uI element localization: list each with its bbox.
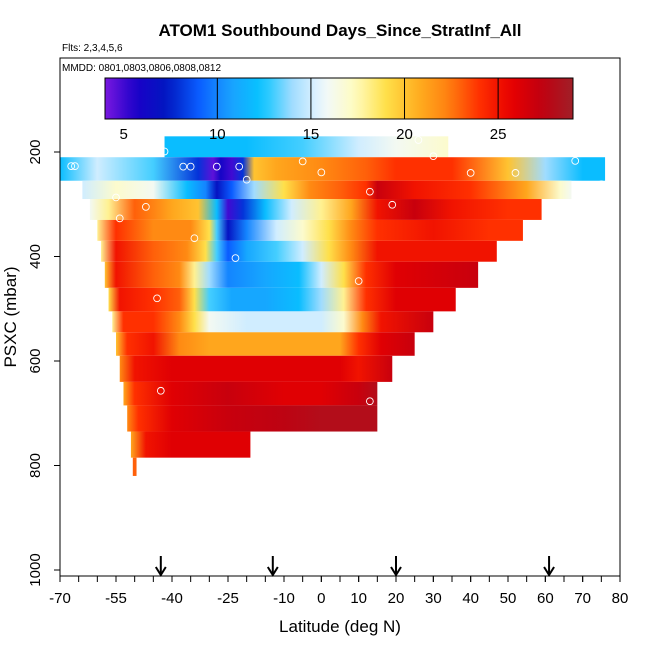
- x-tick-label: 50: [500, 590, 517, 607]
- colorbar-tick-label: 5: [120, 126, 128, 143]
- flight-arrow: [266, 556, 279, 577]
- flight-arrows: [154, 556, 555, 577]
- y-tick-label: 400: [27, 244, 44, 269]
- x-tick-label: -25: [217, 590, 239, 607]
- x-tick-label: 20: [388, 590, 405, 607]
- sample-marker: [388, 386, 397, 395]
- x-tick-label: 0: [317, 590, 325, 607]
- x-axis: -70 -55 -40 -25 -10 0 10 20 30 40 50 60 70 80: [49, 576, 628, 607]
- chart-title: ATOM1 Southbound Days_Since_StratInf_All: [158, 21, 521, 40]
- heatmap-band: [82, 180, 572, 200]
- heatmap-band: [60, 157, 606, 181]
- sample-marker: [153, 294, 161, 303]
- heatmap-band: [112, 311, 434, 333]
- x-tick-label: 30: [425, 590, 442, 607]
- flight-arrow: [543, 556, 555, 577]
- heatmap-band: [123, 381, 378, 406]
- y-axis: 200 400 600 800 1000: [27, 139, 60, 587]
- sample-marker: [115, 444, 124, 453]
- heatmap-band: [101, 240, 497, 262]
- y-tick-label: 1000: [27, 553, 44, 586]
- sample-marker: [142, 203, 150, 211]
- dates-label: MMDD: 0801,0803,0806,0808,0812: [62, 63, 221, 74]
- colorbar-gradient: [104, 77, 574, 120]
- sample-marker: [156, 386, 165, 395]
- flight-arrow-head: [543, 566, 555, 577]
- x-tick-label: -10: [273, 590, 295, 607]
- flight-arrow: [390, 556, 402, 577]
- sample-marker: [190, 234, 199, 243]
- colorbar-tick-label: 20: [396, 126, 413, 143]
- heatmap-band: [130, 431, 251, 458]
- x-tick-label: -40: [161, 590, 183, 607]
- sample-marker: [115, 214, 124, 223]
- heatmap-band: [116, 332, 415, 356]
- flight-arrow-head: [154, 566, 167, 577]
- sample-marker: [112, 193, 120, 202]
- colorbar-ticks: 5 10 15 20 25: [120, 78, 507, 143]
- sample-marker: [212, 162, 221, 171]
- y-axis-label: PSXC (mbar): [1, 266, 20, 367]
- sample-marker: [429, 152, 438, 161]
- y-tick-label: 600: [27, 348, 44, 373]
- heatmap-layer: [60, 136, 606, 476]
- sample-marker: [317, 168, 326, 177]
- y-tick-label: 200: [27, 139, 44, 164]
- x-tick-label: 80: [612, 590, 629, 607]
- x-tick-label: 40: [462, 590, 479, 607]
- heatmap-band: [127, 405, 378, 432]
- sample-marker: [511, 169, 520, 177]
- sample-marker: [242, 175, 251, 184]
- flight-arrow-head: [390, 566, 402, 577]
- sample-marker: [366, 187, 374, 196]
- sample-marker: [388, 200, 397, 209]
- sample-marker: [160, 147, 169, 156]
- heatmap-band: [132, 457, 137, 476]
- heatmap-band: [119, 355, 393, 382]
- sample-marker: [186, 162, 195, 171]
- x-tick-label: 60: [537, 590, 554, 607]
- heatmap-band: [108, 287, 456, 312]
- sample-marker: [298, 157, 307, 166]
- heatmap-band: [104, 261, 479, 288]
- sample-marker: [67, 162, 76, 170]
- x-tick-label: -70: [49, 590, 71, 607]
- colorbar-tick-label: 15: [303, 126, 320, 143]
- colorbar: 5 10 15 20 25: [104, 77, 574, 143]
- colorbar-tick-label: 25: [490, 126, 507, 143]
- colorbar-tick-label: 10: [209, 126, 226, 143]
- sample-marker: [231, 254, 240, 262]
- heatmap-band: [97, 219, 523, 241]
- sample-marker: [179, 162, 188, 171]
- sample-marker: [71, 162, 79, 170]
- sample-marker: [366, 397, 374, 406]
- flights-label: Flts: 2,3,4,5,6: [62, 43, 123, 54]
- x-axis-label: Latitude (deg N): [279, 617, 401, 636]
- sample-marker: [235, 162, 244, 171]
- sample-markers: [67, 136, 606, 453]
- sample-marker: [597, 180, 606, 189]
- x-tick-label: -55: [105, 590, 127, 607]
- sample-marker: [414, 136, 423, 144]
- sample-marker: [466, 169, 475, 177]
- heatmap-band: [89, 199, 542, 220]
- sample-marker: [354, 277, 363, 285]
- heatmap-band: [164, 136, 449, 158]
- y-tick-label: 800: [27, 453, 44, 478]
- flight-arrow-head: [266, 566, 279, 577]
- flight-arrow: [154, 556, 167, 577]
- sample-marker: [571, 157, 580, 165]
- x-tick-label: 10: [350, 590, 367, 607]
- x-tick-label: 70: [574, 590, 591, 607]
